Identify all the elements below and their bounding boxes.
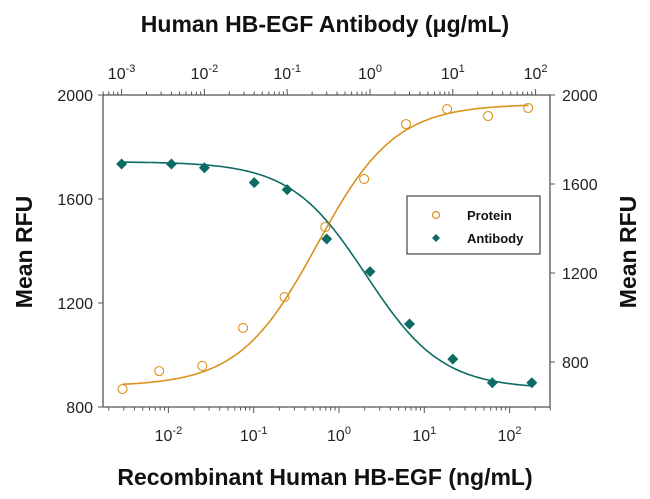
bottom-x-tick-label: 100	[327, 425, 351, 445]
top-x-tick-label: 101	[441, 63, 465, 83]
top-x-tick-label: 10-1	[273, 63, 301, 83]
legend-antibody-diamond-icon	[432, 234, 440, 242]
bottom-x-tick-label: 10-2	[155, 425, 183, 445]
antibody-data-point	[198, 162, 210, 174]
antibody-data-point	[165, 158, 177, 170]
antibody-data-point	[321, 233, 333, 245]
bottom-x-tick-label: 10-1	[240, 425, 268, 445]
right-y-tick-label: 1600	[562, 177, 598, 194]
protein-data-point	[442, 103, 453, 115]
protein-data-point	[320, 222, 331, 233]
protein-data-point	[237, 322, 249, 334]
right-y-tick-label: 2000	[562, 88, 598, 105]
legend-protein-circle-icon	[431, 210, 441, 220]
legend: Protein Antibody	[406, 195, 541, 255]
top-x-tick-label: 10-2	[191, 63, 219, 83]
top-x-tick-label: 10-3	[108, 63, 136, 83]
protein-data-point	[154, 366, 165, 377]
legend-antibody-label: Antibody	[467, 231, 524, 246]
left-y-tick-label: 1200	[57, 296, 93, 313]
antibody-data-point	[526, 377, 538, 389]
bottom-x-tick-label: 101	[412, 425, 436, 445]
left-y-axis-title: Mean RFU	[11, 196, 37, 308]
right-y-axis-title: Mean RFU	[615, 196, 641, 308]
top-x-tick-label: 100	[358, 63, 382, 83]
protein-data-point	[197, 360, 208, 371]
right-y-tick-label: 800	[562, 355, 589, 372]
left-y-tick-label: 800	[66, 400, 93, 417]
top-axis-title: Human HB-EGF Antibody (μg/mL)	[141, 11, 509, 37]
protein-data-point	[359, 173, 370, 185]
top-x-tick-label: 102	[524, 63, 548, 83]
antibody-data-point	[248, 177, 260, 189]
fit-curves	[121, 104, 533, 387]
antibody-data-point	[404, 318, 416, 330]
antibody-data-point	[116, 158, 128, 170]
legend-box	[406, 195, 541, 255]
left-y-tick-label: 2000	[57, 88, 93, 105]
axes: 10-2 10-1 100 101 102 10-3 10-2 10-1 100 101 102 80…	[57, 63, 597, 445]
protein-data-point	[483, 111, 494, 122]
antibody-data-point	[364, 266, 376, 278]
data-points	[116, 102, 538, 395]
antibody-data-point	[486, 377, 498, 389]
bottom-x-tick-label: 102	[498, 425, 522, 445]
protein-data-point	[523, 102, 534, 114]
legend-protein-label: Protein	[467, 208, 512, 223]
left-y-tick-label: 1600	[57, 192, 93, 209]
protein-fit-curve	[122, 104, 529, 386]
antibody-data-point	[281, 184, 293, 196]
antibody-fit-curve	[121, 161, 533, 387]
protein-data-point	[279, 291, 290, 303]
bottom-axis-title: Recombinant Human HB-EGF (ng/mL)	[117, 464, 532, 490]
protein-data-point	[400, 119, 412, 130]
protein-data-point	[117, 384, 128, 395]
antibody-data-point	[447, 353, 459, 365]
right-y-tick-label: 1200	[562, 266, 598, 283]
